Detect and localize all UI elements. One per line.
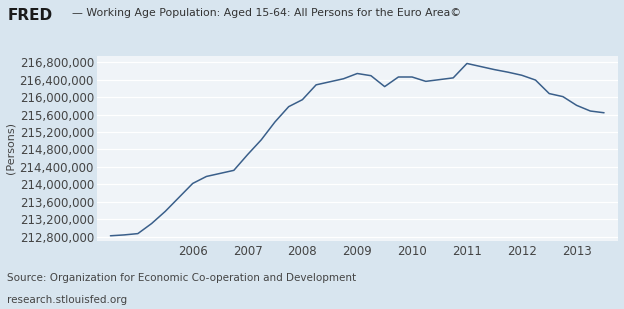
Text: FRED: FRED: [7, 8, 52, 23]
Text: Source: Organization for Economic Co-operation and Development: Source: Organization for Economic Co-ope…: [7, 273, 356, 283]
Text: — Working Age Population: Aged 15-64: All Persons for the Euro Area©: — Working Age Population: Aged 15-64: Al…: [72, 8, 461, 18]
Text: research.stlouisfed.org: research.stlouisfed.org: [7, 295, 128, 305]
Y-axis label: (Persons): (Persons): [6, 122, 16, 174]
